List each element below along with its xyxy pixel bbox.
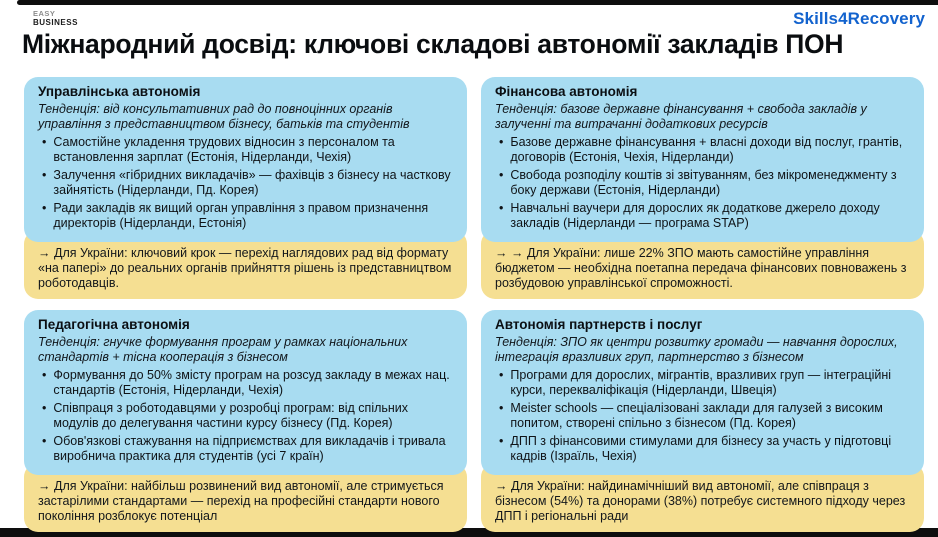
card-trend: Тенденція: гнучке формування програм у р…	[38, 335, 408, 364]
card-title: Фінансова автономія	[495, 84, 638, 99]
bullet-text: Залучення «гібридних викладачів» — фахів…	[53, 168, 451, 197]
bullet-icon: •	[499, 201, 504, 215]
bullet-item: • Навчальні ваучери для дорослих як додат…	[499, 201, 910, 231]
bullet-icon: •	[499, 168, 504, 182]
card-body: Автономія партнерств і послуг Тенденція:…	[481, 310, 924, 475]
bullet-icon: •	[42, 368, 47, 382]
logo-line-easy: EASY	[33, 9, 56, 18]
bullet-icon: •	[499, 135, 504, 149]
bullet-item: • ДПП з фінансовими стимулами для бізнесу…	[499, 434, 910, 464]
card-trend: Тенденція: базове державне фінансування …	[495, 102, 867, 131]
bullet-text: Навчальні ваучери для дорослих як додатк…	[510, 201, 880, 230]
card-trend: Тенденція: ЗПО як центри розвитку громад…	[495, 335, 898, 364]
card-managerial-autonomy: Управлінська автономія Тенденція: від ко…	[24, 77, 467, 299]
bullet-icon: •	[42, 201, 47, 215]
bullet-item: • Свобода розподілу коштів зі звітуванням…	[499, 168, 910, 198]
bullet-item: • Самостійне укладення трудових відносин …	[42, 135, 453, 165]
bullet-text: Meister schools — спеціалізовані заклади…	[510, 401, 883, 430]
card-trend: Тенденція: від консультативних рад до по…	[38, 102, 410, 131]
card-body: Управлінська автономія Тенденція: від ко…	[24, 77, 467, 242]
top-divider-bar	[17, 0, 938, 5]
bullet-text: Базове державне фінансування + власні до…	[510, 135, 903, 164]
bottom-divider-bar	[0, 528, 938, 537]
card-pedagogical-autonomy: Педагогічна автономія Тенденція: гнучке …	[24, 310, 467, 532]
bullet-text: Програми для дорослих, мігрантів, вразли…	[510, 368, 892, 397]
bullet-icon: •	[499, 401, 504, 415]
skills4recovery-logo: Skills4Recovery	[793, 9, 925, 28]
card-bullet-list: • Самостійне укладення трудових відносин …	[38, 135, 453, 231]
card-title: Управлінська автономія	[38, 84, 201, 99]
bullet-item: • Базове державне фінансування + власні д…	[499, 135, 910, 165]
bullet-text: ДПП з фінансовими стимулами для бізнесу …	[510, 434, 892, 463]
logo-line-business: BUSINESS	[33, 18, 78, 27]
card-partnerships-services-autonomy: Автономія партнерств і послуг Тенденція:…	[481, 310, 924, 532]
bullet-icon: •	[42, 434, 47, 448]
card-body: Педагогічна автономія Тенденція: гнучке …	[24, 310, 467, 475]
bullet-item: • Формування до 50% змісту програм на роз…	[42, 368, 453, 398]
bullet-item: • Meister schools — спеціалізовані заклад…	[499, 401, 910, 431]
slide-header: EASY BUSINESS Skills4Recovery	[33, 9, 925, 29]
bullet-text: Формування до 50% змісту програм на розс…	[53, 368, 450, 397]
card-bullet-list: • Базове державне фінансування + власні д…	[495, 135, 910, 231]
bullet-text: Співпраця з роботодавцями у розробці про…	[53, 401, 409, 430]
bullet-item: • Залучення «гібридних викладачів» — фахі…	[42, 168, 453, 198]
bullet-text: Свобода розподілу коштів зі звітуванням,…	[510, 168, 897, 197]
card-bullet-list: • Формування до 50% змісту програм на роз…	[38, 368, 453, 464]
bullet-text: Самостійне укладення трудових відносин з…	[53, 135, 395, 164]
card-title: Педагогічна автономія	[38, 317, 190, 332]
cards-grid: Управлінська автономія Тенденція: від ко…	[24, 77, 924, 532]
page-title: Міжнародний досвід: ключові складові авт…	[22, 29, 844, 59]
bullet-icon: •	[42, 135, 47, 149]
card-title: Автономія партнерств і послуг	[495, 317, 703, 332]
bullet-item: • Обов'язкові стажування на підприємствах…	[42, 434, 453, 464]
bullet-item: • Співпраця з роботодавцями у розробці пр…	[42, 401, 453, 431]
bullet-text: Ради закладів як вищий орган управління …	[53, 201, 429, 230]
card-body: Фінансова автономія Тенденція: базове де…	[481, 77, 924, 242]
card-bullet-list: • Програми для дорослих, мігрантів, вразл…	[495, 368, 910, 464]
bullet-item: • Програми для дорослих, мігрантів, вразл…	[499, 368, 910, 398]
easy-business-logo: EASY BUSINESS	[33, 9, 78, 28]
bullet-text: Обов'язкові стажування на підприємствах …	[53, 434, 446, 463]
bullet-icon: •	[499, 368, 504, 382]
bullet-icon: •	[499, 434, 504, 448]
bullet-item: • Ради закладів як вищий орган управління…	[42, 201, 453, 231]
bullet-icon: •	[42, 401, 47, 415]
bullet-icon: •	[42, 168, 47, 182]
card-financial-autonomy: Фінансова автономія Тенденція: базове де…	[481, 77, 924, 299]
